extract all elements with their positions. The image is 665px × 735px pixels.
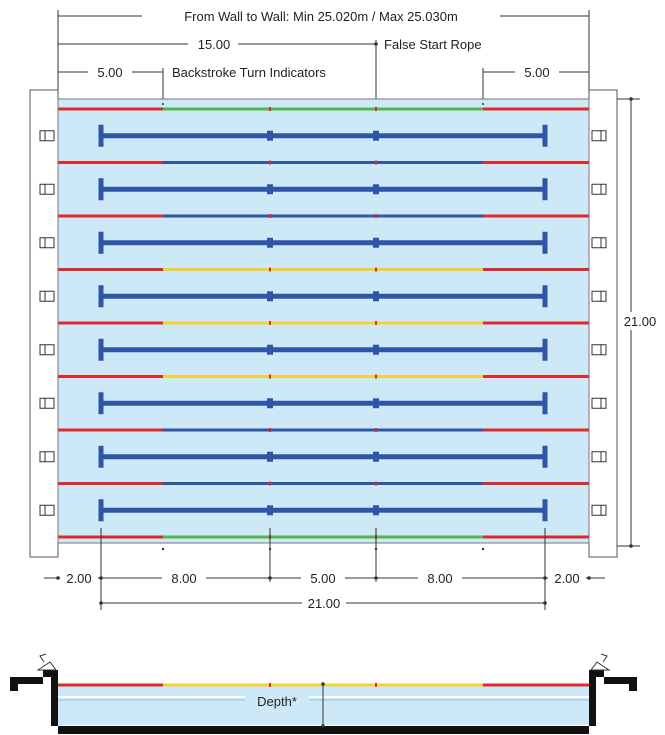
starting-block-right — [591, 451, 607, 463]
bottom-mid-left-label: 8.00 — [171, 571, 196, 586]
starting-block-right — [591, 183, 607, 195]
starting-block-left — [39, 237, 55, 249]
lane-marking-cross — [267, 291, 273, 302]
starting-block-right — [591, 130, 607, 142]
lane-marking-cross — [267, 451, 273, 462]
lane-marking-cross — [373, 237, 379, 248]
lane-marking-cross — [267, 344, 273, 355]
lane-marking-cross — [373, 184, 379, 195]
false-start-rope-label: False Start Rope — [384, 37, 482, 52]
right-wall — [588, 89, 618, 558]
pool-width-label: 21.00 — [624, 314, 657, 329]
lane-ropes — [58, 107, 589, 539]
starting-block-left — [39, 504, 55, 516]
starting-blocks — [39, 130, 607, 516]
lane-marking-cross — [373, 451, 379, 462]
lane-marking-cross — [267, 184, 273, 195]
lane-marking-cross — [267, 237, 273, 248]
wall-to-wall-dimension: From Wall to Wall: Min 25.020m / Max 25.… — [57, 6, 590, 90]
lane-marking-cross — [373, 291, 379, 302]
pool-width-dimension: 21.00 — [617, 97, 664, 548]
pool-plan — [29, 89, 618, 558]
bottom-dimensions: 2.00 8.00 5.00 8.00 2.00 21.00 — [44, 528, 605, 611]
starting-block-right — [591, 397, 607, 409]
lane-marking-cross — [267, 398, 273, 409]
edge-ticks — [161, 103, 485, 551]
starting-block-left — [39, 397, 55, 409]
wall-to-wall-label: From Wall to Wall: Min 25.020m / Max 25.… — [184, 9, 458, 24]
backstroke-right-distance-label: 5.00 — [524, 65, 549, 80]
backstroke-left-distance-label: 5.00 — [97, 65, 122, 80]
backstroke-dimension: 5.00 Backstroke Turn Indicators 5.00 — [58, 63, 589, 105]
section-rope — [58, 683, 589, 687]
bottom-mid-right-label: 8.00 — [427, 571, 452, 586]
lane-marking-cross — [373, 344, 379, 355]
lane-markings — [98, 124, 548, 522]
starting-block-left — [39, 183, 55, 195]
bottom-total-label: 21.00 — [308, 596, 341, 611]
depth-label: Depth* — [257, 694, 297, 709]
section-starting-block-left — [36, 653, 57, 671]
starting-block-right — [591, 237, 607, 249]
lane-marking-cross — [267, 130, 273, 141]
lane-marking-cross — [373, 505, 379, 516]
bottom-center-label: 5.00 — [310, 571, 335, 586]
false-start-dimension: 15.00 False Start Rope — [58, 35, 482, 105]
starting-block-right — [591, 344, 607, 356]
bottom-left-end-label: 2.00 — [66, 571, 91, 586]
pool-water — [57, 98, 590, 544]
backstroke-turn-indicators-label: Backstroke Turn Indicators — [172, 65, 326, 80]
starting-block-right — [591, 290, 607, 302]
starting-block-right — [591, 504, 607, 516]
lane-marking-cross — [373, 398, 379, 409]
section-structure — [10, 677, 43, 691]
starting-block-left — [39, 130, 55, 142]
starting-block-left — [39, 290, 55, 302]
left-wall — [29, 89, 59, 558]
pool-cross-section: Depth* — [10, 653, 637, 734]
bottom-right-end-label: 2.00 — [554, 571, 579, 586]
starting-block-left — [39, 451, 55, 463]
lane-marking-cross — [373, 130, 379, 141]
lane-marking-cross — [267, 505, 273, 516]
false-start-distance-label: 15.00 — [198, 37, 231, 52]
section-starting-block-right — [590, 653, 611, 671]
starting-block-left — [39, 344, 55, 356]
